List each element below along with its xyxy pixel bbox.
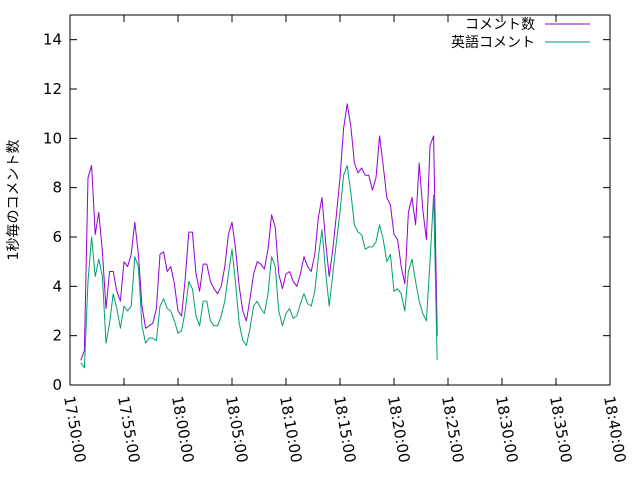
x-tick-label: 18:20:00: [384, 395, 413, 464]
y-tick-label: 8: [52, 179, 62, 197]
x-tick-label: 18:05:00: [222, 395, 251, 464]
x-tick-label: 18:40:00: [600, 395, 629, 464]
x-tick-label: 18:35:00: [546, 395, 575, 464]
x-tick-label: 18:30:00: [492, 395, 521, 464]
x-tick-label: 18:15:00: [330, 395, 359, 464]
y-tick-label: 12: [43, 80, 62, 98]
y-tick-label: 14: [43, 31, 62, 49]
legend-label-0: コメント数: [465, 17, 535, 33]
x-tick-label: 17:50:00: [60, 395, 89, 464]
plot-frame: [69, 14, 611, 386]
x-tick-label: 18:00:00: [168, 395, 197, 464]
plot-border: [69, 14, 611, 386]
y-axis: 0 2 4 6 8 10 12 14: [43, 31, 610, 394]
legend-label-1: 英語コメント: [451, 34, 535, 51]
series-line-1: [80, 165, 438, 369]
y-tick-label: 6: [52, 228, 62, 246]
x-tick-label: 18:25:00: [438, 395, 467, 464]
y-axis-title: 1秒毎のコメント数: [6, 140, 22, 261]
x-axis: 17:50:00 17:55:00 18:00:00 18:05:00 18:10:00…: [60, 15, 629, 464]
x-tick-label: 17:55:00: [114, 395, 143, 464]
series-line-0: [80, 103, 438, 361]
series-layer: [80, 103, 438, 369]
x-tick-label: 18:10:00: [276, 395, 305, 464]
y-tick-label: 4: [52, 277, 62, 295]
y-tick-label: 0: [52, 376, 62, 394]
y-tick-label: 10: [43, 129, 62, 147]
y-tick-label: 2: [52, 327, 62, 345]
